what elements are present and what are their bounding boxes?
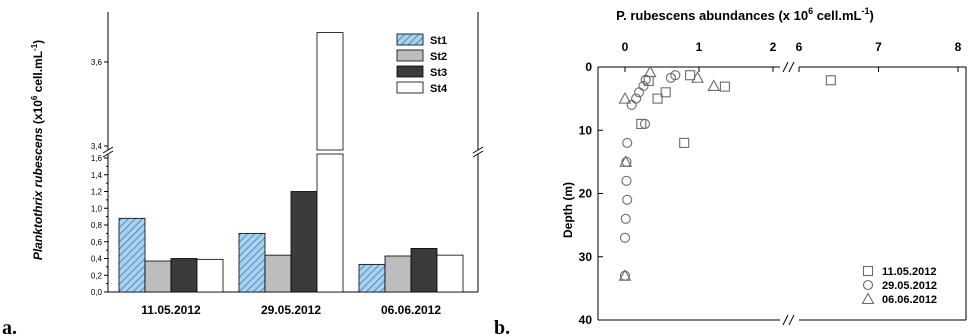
bar-y-tick-label: 0,0 xyxy=(91,288,103,297)
legend-label-circle: 29.05.2012 xyxy=(882,280,937,292)
scatter-point-triangle xyxy=(691,71,704,83)
scatter-point-circle xyxy=(665,72,676,83)
scatter-x-tick-label: 1 xyxy=(696,40,703,54)
scatter-point-circle xyxy=(639,118,651,129)
bar-y-tick-label: 1,4 xyxy=(91,171,103,180)
legend-marker-circle xyxy=(862,279,874,291)
legend-label-st1: St1 xyxy=(430,35,447,47)
scatter-point-square xyxy=(679,137,690,148)
scatter-y-tick-label: 30 xyxy=(579,250,593,264)
bar-st2 xyxy=(144,260,172,293)
bar-y-tick-label: 0,2 xyxy=(91,271,103,280)
scatter-point-square xyxy=(636,118,647,129)
scatter-axis-break xyxy=(782,314,789,326)
bar-y-tick-label: 3,6 xyxy=(91,58,103,67)
legend-label-st3: St3 xyxy=(430,67,447,79)
bar-y-tick-label: 0,8 xyxy=(91,221,103,230)
scatter-point-square xyxy=(825,75,836,86)
bar-axis-break xyxy=(472,150,484,158)
scatter-y-tick-label: 10 xyxy=(579,123,593,137)
scatter-x-tick-label: 8 xyxy=(955,40,962,54)
bar-st3 xyxy=(290,191,318,293)
bar-st1 xyxy=(358,263,386,293)
legend-swatch-st2 xyxy=(396,49,424,62)
bar-axis-break xyxy=(472,146,484,154)
bar-st4 xyxy=(316,153,344,293)
bar-x-tick-label: 29.05.2012 xyxy=(261,303,321,317)
legend-label-st4: St4 xyxy=(430,83,448,95)
legend-swatch-st4 xyxy=(396,81,424,94)
scatter-point-square xyxy=(719,81,730,92)
scatter-axis-break xyxy=(788,314,795,326)
scatter-y-tick-label: 0 xyxy=(585,60,592,74)
legend-swatch-st3 xyxy=(396,65,424,78)
bar-st3 xyxy=(170,258,198,293)
bar-y-tick-label: 3,4 xyxy=(91,142,103,151)
scatter-axis-break xyxy=(788,61,795,73)
bar-st2 xyxy=(264,254,292,293)
legend-label-triangle: 06.06.2012 xyxy=(882,294,937,306)
bar-st4 xyxy=(196,258,224,293)
scatter-y-tick-label: 40 xyxy=(579,313,593,327)
panel-label-b: b. xyxy=(494,317,510,336)
bar-chart: Planktothrix rubescens (x106 cell.mL-1) … xyxy=(30,12,484,317)
bar-axis-break xyxy=(102,146,114,154)
legend-marker-triangle xyxy=(861,292,875,305)
scatter-x-tick-label: 7 xyxy=(875,40,882,54)
scatter-title: P. rubescens abundances (x 106 cell.mL-1… xyxy=(616,6,874,23)
scatter-point-triangle xyxy=(619,155,633,167)
bar-x-tick-label: 06.06.2012 xyxy=(381,303,441,317)
scatter-axis-break xyxy=(782,61,789,73)
scatter-point-triangle xyxy=(707,79,721,92)
scatter-point-circle xyxy=(638,80,649,92)
scatter-chart: P. rubescens abundances (x 106 cell.mL-1… xyxy=(561,6,967,327)
scatter-point-square xyxy=(652,93,663,104)
legend-label-st2: St2 xyxy=(430,51,447,63)
scatter-point-circle xyxy=(634,87,645,98)
scatter-point-triangle xyxy=(618,91,632,104)
scatter-point-triangle xyxy=(618,269,632,281)
panel-label-a: a. xyxy=(2,317,17,336)
bar-y-tick-label: 0,6 xyxy=(91,238,103,247)
bar-y-tick-label: 0,4 xyxy=(91,255,103,264)
legend-marker-square xyxy=(862,265,874,277)
bar-y-tick-label: 1,6 xyxy=(91,154,103,163)
bar-y-tick-label: 1,2 xyxy=(91,188,103,197)
legend-swatch-st1 xyxy=(396,33,424,46)
scatter-x-tick-label: 6 xyxy=(796,40,803,54)
bar-st4-upper xyxy=(316,32,344,151)
bar-st2 xyxy=(384,255,412,293)
scatter-point-circle xyxy=(621,175,632,186)
scatter-point-triangle xyxy=(643,65,657,78)
bar-axis-break xyxy=(102,150,114,158)
scatter-point-circle xyxy=(622,137,633,148)
scatter-point-square xyxy=(660,87,671,98)
scatter-point-circle xyxy=(626,99,637,110)
scatter-x-tick-label: 2 xyxy=(770,40,777,54)
bar-st3 xyxy=(410,248,438,293)
bar-y-tick-label: 1,0 xyxy=(91,204,103,213)
scatter-y-axis-label: Depth (m) xyxy=(561,182,575,238)
bar-st4 xyxy=(436,254,464,293)
scatter-point-square xyxy=(685,70,696,81)
scatter-point-circle xyxy=(620,213,631,224)
bar-y-axis-label: Planktothrix rubescens (x106 cell.mL-1) xyxy=(30,40,45,260)
scatter-x-tick-label: 0 xyxy=(622,40,629,54)
legend-label-square: 11.05.2012 xyxy=(882,266,936,278)
bar-x-tick-label: 11.05.2012 xyxy=(141,303,201,317)
scatter-y-tick-label: 20 xyxy=(579,187,593,201)
scatter-point-circle xyxy=(622,194,633,205)
bar-st1 xyxy=(238,232,266,293)
bar-st1 xyxy=(118,217,146,293)
scatter-point-circle xyxy=(619,232,631,243)
